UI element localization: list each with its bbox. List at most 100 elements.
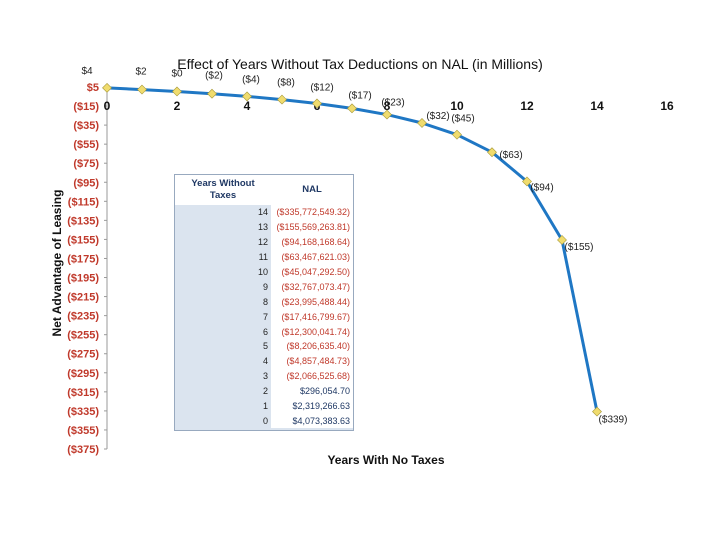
- table-row: 14 ($335,772,549.32): [175, 205, 353, 220]
- y-tick-label: ($175): [67, 253, 99, 265]
- data-point-marker: [172, 86, 182, 97]
- table-cell-years: 1: [262, 401, 268, 412]
- data-label: ($4): [242, 74, 260, 85]
- table-cell-years: 6: [262, 326, 268, 337]
- data-label: ($63): [499, 150, 522, 161]
- x-tick-label: 14: [590, 99, 604, 113]
- x-axis-title: Years With No Taxes: [327, 453, 444, 467]
- table-body: 14 ($335,772,549.32) 13 ($155,569,263.81) 12…: [175, 205, 353, 429]
- data-labels: $4 $2 $0 ($2) ($4) ($8) ($12)($17)($23)($32) ($…: [81, 66, 627, 426]
- data-point-marker: [452, 129, 462, 140]
- table-cell-nal: ($8,206,635.40): [271, 339, 353, 354]
- table-cell-nal: ($155,569,263.81): [271, 219, 353, 235]
- y-axis-title: Net Advantage of Leasing: [50, 190, 64, 337]
- x-tick-label: 0: [104, 99, 111, 113]
- y-tick-label: ($115): [68, 196, 100, 208]
- x-tick-label: 16: [660, 99, 674, 113]
- y-tick-label: ($55): [73, 139, 99, 151]
- y-tick-label: ($375): [67, 444, 99, 456]
- table-row: 5 ($8,206,635.40): [175, 339, 353, 354]
- y-tick-labels: $5 ($15) ($35) ($55) ($75) ($95) ($115) ($135) (…: [67, 82, 107, 456]
- data-label: ($17): [348, 90, 371, 101]
- y-tick-label: ($75): [73, 158, 99, 170]
- table-cell-nal: $2,319,266.63: [271, 398, 353, 414]
- table-cell-nal: ($45,047,292.50): [271, 264, 353, 280]
- data-point-marker: [487, 147, 497, 158]
- nal-table: Years Without Taxes NAL 14 ($335,772,549.…: [174, 174, 354, 431]
- table-header-nal: NAL: [271, 175, 353, 205]
- data-label: $0: [171, 68, 183, 79]
- series-markers: [102, 82, 602, 417]
- data-label: ($155): [565, 242, 594, 253]
- data-label: ($94): [530, 182, 553, 193]
- data-point-marker: [312, 98, 322, 109]
- data-point-marker: [137, 84, 147, 95]
- y-tick-label: ($255): [67, 330, 99, 342]
- table-cell-years: 8: [262, 296, 268, 307]
- table-row: 3 ($2,066,525.68): [175, 368, 353, 384]
- data-label: $4: [81, 66, 93, 77]
- table-cell-years: 3: [262, 371, 268, 382]
- table-cell-years: 14: [257, 207, 268, 218]
- x-tick-label: 12: [520, 99, 534, 113]
- y-tick-label: ($315): [67, 387, 99, 399]
- table-row: 13 ($155,569,263.81): [175, 219, 353, 235]
- table-cell-years: 5: [262, 341, 268, 352]
- data-label: $2: [135, 67, 147, 78]
- y-tick-label: ($235): [67, 311, 99, 323]
- y-tick-label: ($155): [67, 234, 99, 246]
- table-cell-years: 11: [258, 252, 268, 263]
- table-cell-nal: $296,054.70: [271, 383, 353, 399]
- table-cell-nal: $4,073,383.63: [271, 413, 353, 429]
- table-cell-nal: ($335,772,549.32): [271, 205, 353, 220]
- data-point-marker: [522, 176, 532, 187]
- data-point-marker: [382, 109, 392, 120]
- table-row: 8 ($23,995,488.44): [175, 294, 353, 310]
- y-tick-label: ($215): [67, 292, 99, 304]
- y-tick-label: ($95): [73, 177, 99, 189]
- table-row: 1 $2,319,266.63: [175, 398, 353, 414]
- x-tick-label: 4: [244, 99, 251, 113]
- data-label: ($2): [205, 71, 223, 82]
- table-header-years: Years Without Taxes: [175, 175, 271, 205]
- data-point-marker: [102, 82, 112, 93]
- table-cell-nal: ($63,467,621.03): [271, 249, 353, 265]
- data-label: ($45): [451, 114, 474, 125]
- table-cell-years: 0: [262, 415, 268, 426]
- y-tick-label: ($275): [67, 349, 99, 361]
- table-row: 11 ($63,467,621.03): [175, 249, 353, 265]
- table-row: 12 ($94,168,168.64): [175, 234, 353, 250]
- x-tick-label: 2: [174, 99, 181, 113]
- y-tick-label: ($35): [73, 120, 99, 132]
- y-tick-label: ($335): [67, 406, 99, 418]
- x-tick-label: 10: [450, 99, 464, 113]
- table-cell-nal: ($17,416,799.67): [271, 309, 353, 325]
- chart-title: Effect of Years Without Tax Deductions o…: [177, 56, 542, 72]
- data-point-marker: [277, 94, 287, 105]
- y-tick-label: $5: [87, 82, 99, 94]
- table-row: 2 $296,054.70: [175, 383, 353, 399]
- table-cell-years: 9: [262, 281, 268, 292]
- data-point-marker: [242, 91, 252, 102]
- data-label: ($8): [277, 78, 295, 89]
- data-point-marker: [347, 103, 357, 114]
- data-label: ($339): [599, 415, 628, 426]
- table-row: 7 ($17,416,799.67): [175, 309, 353, 325]
- table-cell-nal: ($4,857,484.73): [271, 353, 353, 369]
- y-tick-label: ($195): [67, 273, 99, 285]
- table-cell-years: 13: [257, 222, 268, 233]
- y-tick-label: ($135): [67, 215, 99, 227]
- data-label: ($12): [310, 82, 333, 93]
- table-cell-nal: ($32,767,073.47): [271, 279, 353, 295]
- table-row: 4 ($4,857,484.73): [175, 353, 353, 369]
- table-cell-nal: ($2,066,525.68): [271, 368, 353, 384]
- table-cell-years: 7: [262, 311, 268, 322]
- y-tick-label: ($15): [73, 101, 99, 113]
- data-point-marker: [557, 235, 567, 245]
- table-row: 6 ($12,300,041.74): [175, 324, 353, 340]
- data-label: ($23): [381, 98, 404, 109]
- table-cell-years: 10: [257, 267, 268, 277]
- table-cell-nal: ($94,168,168.64): [271, 234, 353, 250]
